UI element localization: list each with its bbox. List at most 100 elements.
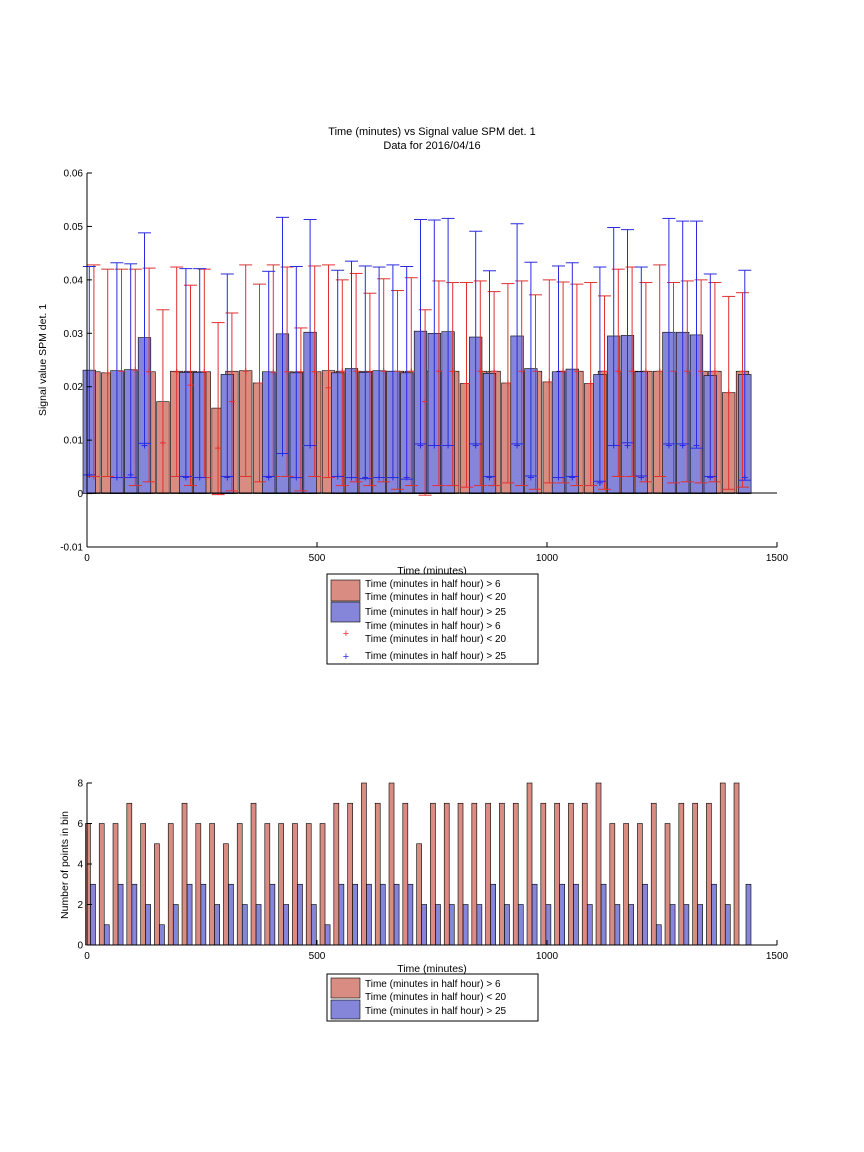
bar-2-s0-15 [292, 823, 298, 946]
point-1-s1-13 [265, 474, 272, 481]
point-1-s0-26 [449, 368, 456, 375]
point-1-s0-21 [380, 368, 387, 375]
bar-2-s0-44 [692, 802, 698, 946]
point-1-s1-10 [224, 474, 231, 481]
chart-2-ticks: 0 500 1000 1500 0 2 4 6 8 [77, 779, 788, 963]
bar-2-s1-44 [697, 904, 703, 946]
bar-2-s1-4 [145, 904, 151, 946]
legend-marker-blue: + [343, 651, 349, 663]
legend-2-swatch-red [330, 977, 361, 999]
chart-1-ytick-5: 0.04 [64, 275, 84, 286]
point-1-s1-45 [707, 474, 714, 481]
point-1-s1-8 [196, 474, 203, 481]
point-1-s1-38 [610, 442, 617, 449]
bar-2-s1-48 [745, 883, 752, 946]
point-1-s1-20 [362, 474, 369, 481]
legend-1-entry-3-line-1: Time (minutes in half hour) > 6 [365, 621, 501, 632]
bar-2-s0-8 [195, 823, 202, 946]
chart-2-ytick-2: 4 [77, 860, 83, 871]
chart-1-ytick-6: 0.05 [64, 222, 84, 233]
bar-2-s0-24 [416, 843, 422, 946]
chart-1-xtick-2: 1000 [536, 553, 559, 564]
chart-1-legend-box [326, 573, 539, 665]
legend-2-entry-2: Time (minutes in half hour) > 25 [365, 1006, 507, 1017]
chart-1-bars [82, 330, 752, 494]
point-1-s0-45 [711, 368, 718, 375]
point-1-s0-44 [698, 368, 705, 375]
bar-2-s1-38 [614, 904, 621, 946]
bar-2-s1-37 [600, 883, 607, 946]
bar-2-s0-41 [650, 802, 657, 946]
bar-2-s0-36 [581, 802, 588, 946]
point-1-s0-32 [532, 368, 539, 375]
point-1-s1-28 [472, 442, 479, 449]
point-1-s0-5 [159, 439, 166, 446]
point-1-s1-3 [127, 471, 134, 478]
bar-2-s1-16 [310, 904, 317, 946]
point-1-s0-24 [422, 398, 429, 405]
chart-1-xtick-3: 1500 [766, 553, 789, 564]
bar-2-s1-46 [724, 904, 731, 946]
chart-1-ytick-2: 0.01 [64, 436, 84, 447]
legend-1-entry-1-line-1: Time (minutes in half hour) > 6 [365, 579, 501, 590]
chart-1-ticks: 0 500 1000 1500-0.0100.010.020.030.040.050.… [60, 169, 788, 565]
bar-2-s1-36 [586, 904, 593, 946]
chart-2-xtick-3: 1500 [766, 951, 789, 962]
point-1-s0-8 [201, 368, 208, 375]
point-1-s0-15 [297, 368, 304, 375]
bar-2-s1-35 [573, 883, 579, 946]
bar-2-s0-10 [223, 843, 229, 946]
bar-2-s1-1 [103, 924, 110, 946]
bar-2-s0-42 [664, 823, 671, 946]
legend-2-entry-1-line-1: Time (minutes in half hour) > 6 [365, 979, 501, 990]
point-1-s1-25 [431, 442, 438, 449]
bar-2-s0-25 [430, 802, 436, 946]
bar-2-s0-13 [264, 823, 271, 946]
point-1-s1-14 [279, 450, 286, 457]
bar-2-s1-34 [559, 883, 565, 946]
point-1-s1-32 [527, 474, 534, 481]
chart-1: Time (minutes) vs Signal value SPM det. … [37, 126, 789, 665]
bar-2-s1-23 [407, 883, 414, 946]
point-1-s0-17 [325, 384, 332, 391]
bar-2-s1-29 [490, 883, 496, 946]
point-1-s1-2 [113, 474, 120, 481]
bar-2-s0-38 [609, 823, 616, 946]
point-1-s0-9 [215, 445, 222, 452]
point-1-s0-4 [146, 368, 153, 375]
point-1-s1-34 [555, 474, 562, 481]
point-1-s0-38 [615, 368, 622, 375]
bar-2-s0-14 [278, 823, 284, 946]
legend-1-entry-3-line-2: Time (minutes in half hour) < 20 [365, 634, 507, 645]
point-1-s1-4 [141, 442, 148, 449]
legend-swatch-blue [330, 601, 361, 623]
bar-2-s0-39 [623, 823, 629, 946]
bar-2-s1-15 [297, 883, 303, 946]
errorbar-1-s0-9 [211, 322, 225, 496]
chart-1-ytick-7: 0.06 [64, 169, 84, 180]
chart-2-ytick-4: 8 [77, 779, 83, 790]
chart-2-legend-box [326, 973, 539, 1022]
chart-2-xtick-2: 1000 [536, 951, 559, 962]
bar-2-s0-21 [374, 802, 381, 946]
point-1-s0-25 [435, 368, 442, 375]
bar-2-s1-5 [159, 924, 165, 946]
bar-2-s0-35 [568, 802, 574, 946]
point-1-s0-39 [629, 368, 636, 375]
bar-2-s1-45 [711, 883, 717, 946]
point-1-s1-42 [665, 442, 672, 449]
bar-2-s0-5 [154, 843, 160, 946]
chart-2-ytick-1: 2 [77, 900, 83, 911]
bar-2-s0-2 [112, 823, 119, 946]
bar-2-s1-25 [435, 904, 441, 946]
legend-1-entry-1-line-2: Time (minutes in half hour) < 20 [365, 592, 507, 603]
point-1-s1-40 [638, 474, 645, 481]
point-1-s0-16 [311, 368, 318, 375]
bar-2-s0-16 [305, 823, 312, 946]
chart-1-xtick-1: 500 [309, 553, 326, 564]
point-1-s0-11 [242, 368, 249, 375]
point-1-s0-34 [560, 368, 567, 375]
bar-2-s1-12 [255, 904, 262, 946]
bar-2-s0-43 [678, 802, 685, 946]
chart-1-ytick-3: 0.02 [64, 382, 84, 393]
